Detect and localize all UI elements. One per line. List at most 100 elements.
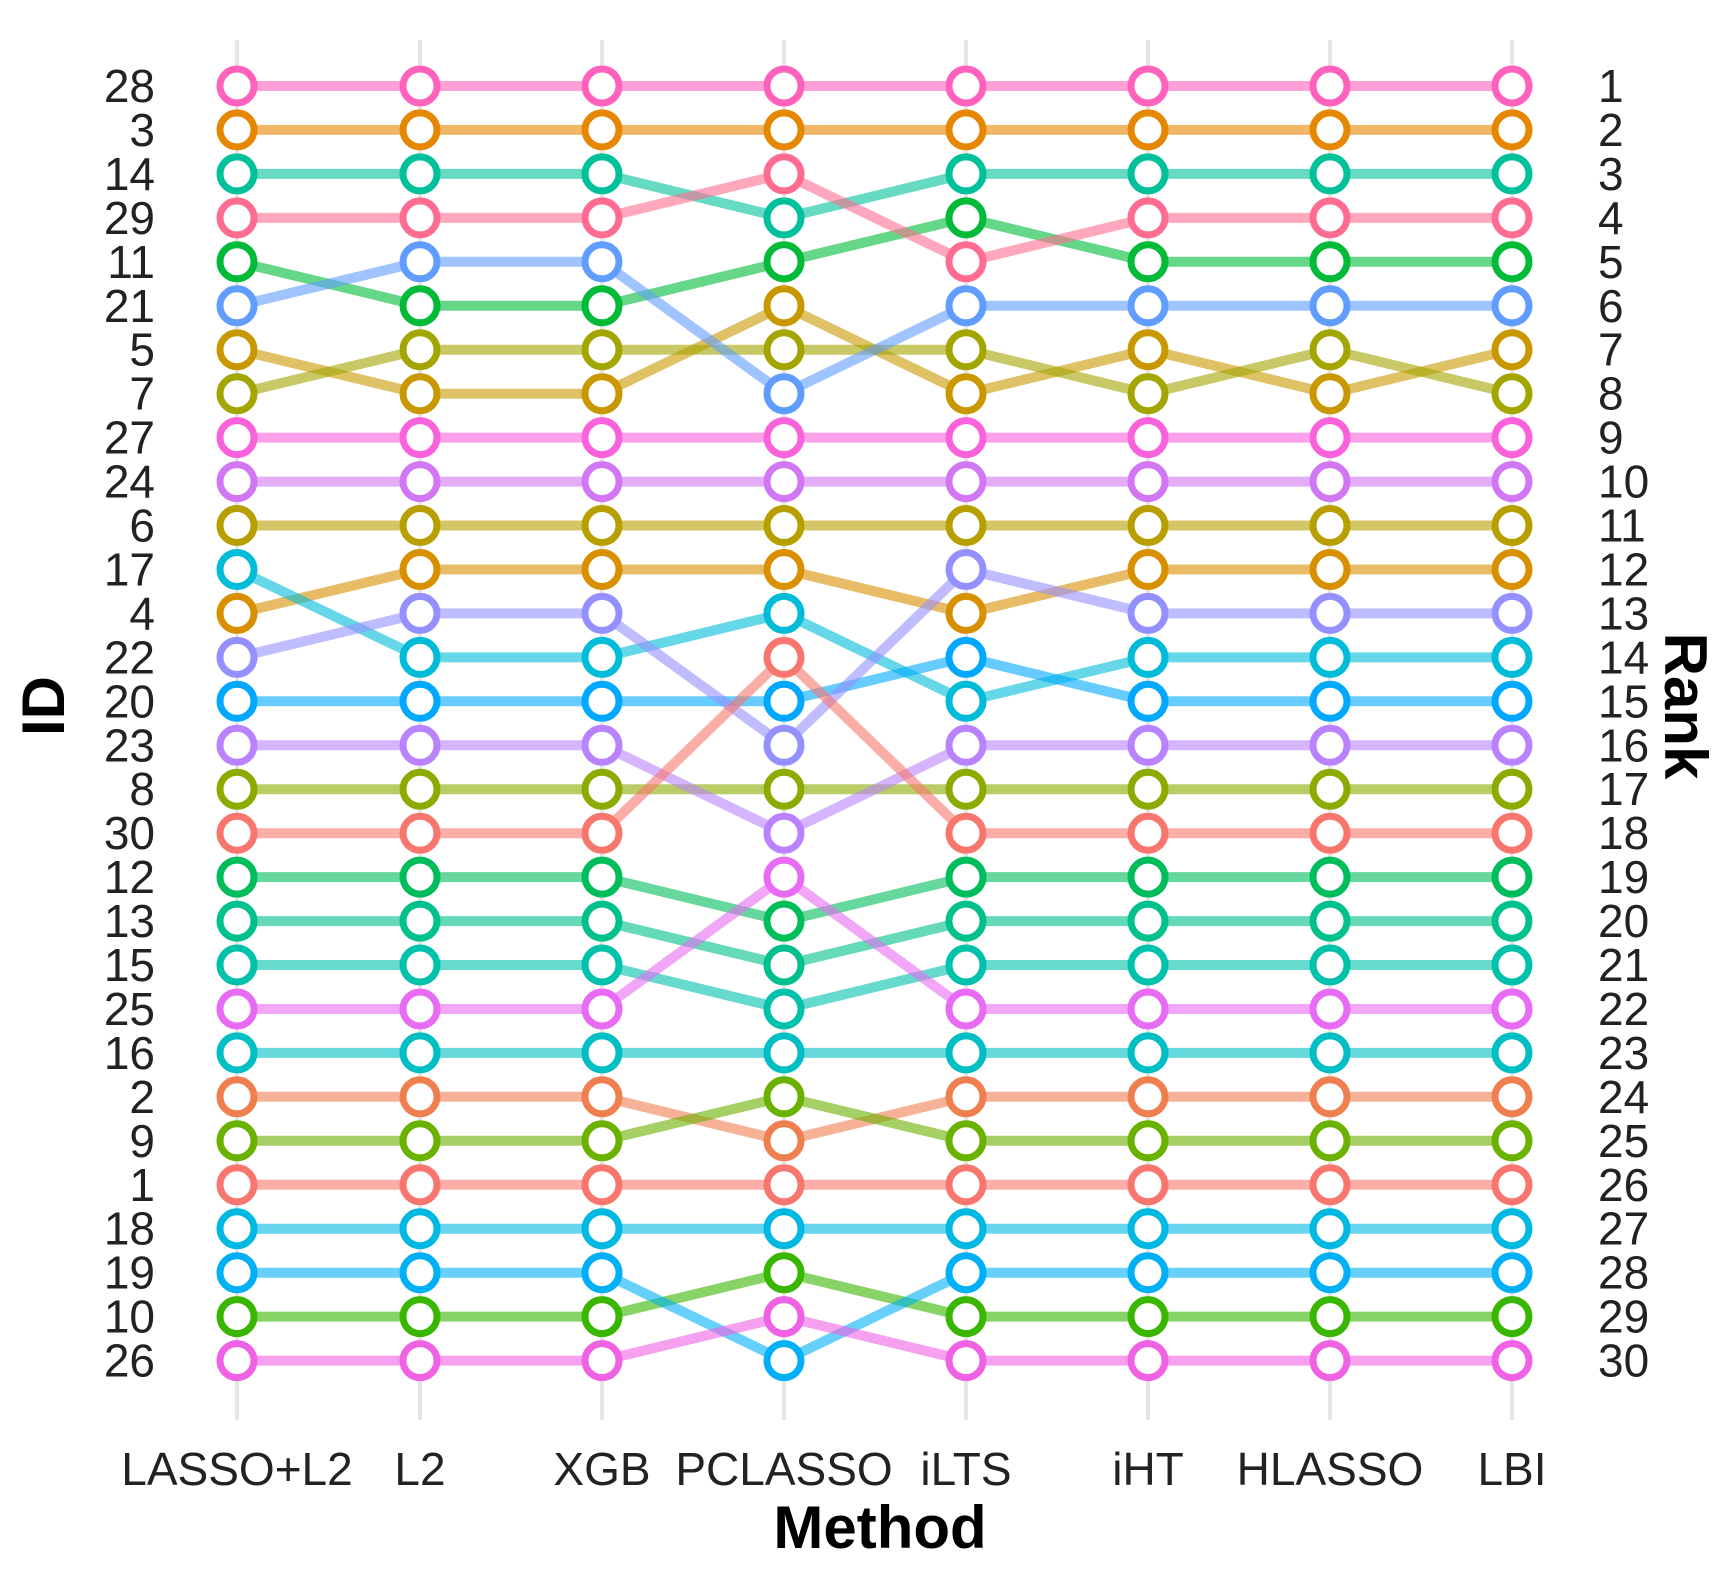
- point-id-20-L2: [399, 680, 441, 722]
- series-line-id-12: [237, 872, 1512, 927]
- point-id-22-iHT: [1127, 592, 1169, 634]
- id-tick-label: 13: [104, 895, 155, 947]
- point-id-7-LBI: [1491, 373, 1533, 415]
- point-id-12-L2: [399, 856, 441, 898]
- point-id-28-HLASSO: [1309, 65, 1351, 107]
- rank-tick-label: 22: [1598, 983, 1649, 1035]
- point-id-3-iHT: [1127, 109, 1169, 151]
- point-id-2-iLTS: [945, 1076, 987, 1118]
- point-id-7-XGB: [581, 329, 623, 371]
- point-id-24-L2: [399, 461, 441, 503]
- point-id-14-PCLASSO: [763, 197, 805, 239]
- rank-tick-labels: 1234567891011121314151617181920212223242…: [1598, 60, 1649, 1387]
- point-id-21-HLASSO: [1309, 285, 1351, 327]
- point-id-10-iLTS: [945, 1296, 987, 1338]
- point-id-28-XGB: [581, 65, 623, 107]
- point-id-23-HLASSO: [1309, 724, 1351, 766]
- point-id-24-LASSO+L2: [216, 461, 258, 503]
- y-axis-title-right: Rank: [1652, 633, 1719, 780]
- point-id-5-LBI: [1491, 329, 1533, 371]
- point-id-30-iHT: [1127, 812, 1169, 854]
- point-id-11-PCLASSO: [763, 241, 805, 283]
- point-id-16-L2: [399, 1032, 441, 1074]
- point-id-25-iLTS: [945, 988, 987, 1030]
- point-id-9-HLASSO: [1309, 1120, 1351, 1162]
- id-tick-label: 28: [104, 60, 155, 112]
- method-tick-label: iLTS: [920, 1443, 1011, 1495]
- point-id-19-LBI: [1491, 1252, 1533, 1294]
- id-tick-label: 6: [129, 500, 155, 552]
- rank-tick-label: 1: [1598, 60, 1624, 112]
- point-id-7-PCLASSO: [763, 329, 805, 371]
- point-id-22-iLTS: [945, 549, 987, 590]
- point-id-11-L2: [399, 285, 441, 327]
- id-tick-label: 20: [104, 675, 155, 727]
- point-id-17-HLASSO: [1309, 636, 1351, 678]
- point-id-3-PCLASSO: [763, 109, 805, 151]
- point-id-21-PCLASSO: [763, 373, 805, 415]
- point-id-15-iHT: [1127, 944, 1169, 986]
- point-id-21-iLTS: [945, 285, 987, 327]
- series-line-id-9: [237, 1091, 1512, 1146]
- id-tick-label: 12: [104, 851, 155, 903]
- point-id-25-PCLASSO: [763, 856, 805, 898]
- id-tick-label: 24: [104, 456, 155, 508]
- point-id-15-PCLASSO: [763, 988, 805, 1030]
- point-id-15-L2: [399, 944, 441, 986]
- point-id-27-PCLASSO: [763, 417, 805, 459]
- point-id-25-HLASSO: [1309, 988, 1351, 1030]
- id-tick-label: 25: [104, 983, 155, 1035]
- point-id-13-HLASSO: [1309, 900, 1351, 942]
- point-id-18-PCLASSO: [763, 1208, 805, 1250]
- rank-tick-label: 16: [1598, 719, 1649, 771]
- id-tick-label: 30: [104, 807, 155, 859]
- point-id-20-LBI: [1491, 680, 1533, 722]
- point-id-18-L2: [399, 1208, 441, 1250]
- id-tick-label: 18: [104, 1203, 155, 1255]
- point-id-9-iHT: [1127, 1120, 1169, 1162]
- rank-tick-label: 11: [1598, 500, 1646, 552]
- series-line-id-22: [235, 564, 1512, 751]
- point-id-2-LBI: [1491, 1076, 1533, 1118]
- point-id-25-XGB: [581, 988, 623, 1030]
- point-id-11-XGB: [581, 285, 623, 327]
- point-id-16-HLASSO: [1309, 1032, 1351, 1074]
- point-id-19-PCLASSO: [763, 1340, 805, 1382]
- point-id-16-LBI: [1491, 1032, 1533, 1074]
- id-tick-label: 3: [129, 104, 155, 156]
- series-line-id-15: [237, 960, 1512, 1014]
- point-id-20-PCLASSO: [763, 680, 805, 722]
- id-tick-label: 22: [104, 631, 155, 683]
- point-id-9-PCLASSO: [763, 1076, 805, 1118]
- point-id-28-PCLASSO: [763, 65, 805, 107]
- id-tick-label: 11: [107, 236, 155, 288]
- point-id-7-HLASSO: [1309, 329, 1351, 371]
- point-id-22-LASSO+L2: [216, 636, 258, 678]
- id-tick-label: 21: [104, 280, 155, 332]
- point-id-2-XGB: [581, 1076, 623, 1118]
- point-id-21-iHT: [1127, 285, 1169, 327]
- point-id-17-iHT: [1127, 636, 1169, 678]
- method-tick-label: LASSO+L2: [121, 1443, 352, 1495]
- series-line-id-20: [237, 652, 1512, 707]
- point-id-27-XGB: [581, 417, 623, 459]
- point-id-7-iLTS: [945, 329, 987, 371]
- point-id-18-LASSO+L2: [216, 1208, 258, 1250]
- point-id-22-PCLASSO: [763, 724, 805, 766]
- point-id-11-HLASSO: [1309, 241, 1351, 283]
- series-line-id-11: [235, 212, 1512, 311]
- point-id-10-iHT: [1127, 1296, 1169, 1338]
- point-id-19-L2: [399, 1252, 441, 1294]
- point-id-25-LBI: [1491, 988, 1533, 1030]
- id-tick-labels: 2831429112157272461742220238301213152516…: [104, 60, 155, 1387]
- point-id-22-HLASSO: [1309, 592, 1351, 634]
- point-id-10-PCLASSO: [763, 1252, 805, 1294]
- rank-tick-label: 17: [1598, 763, 1649, 815]
- method-tick-label: PCLASSO: [675, 1443, 892, 1495]
- point-id-17-L2: [399, 636, 441, 678]
- point-id-23-LASSO+L2: [216, 724, 258, 766]
- point-id-30-XGB: [581, 812, 623, 854]
- point-id-18-LBI: [1491, 1208, 1533, 1250]
- point-id-29-LBI: [1491, 197, 1533, 239]
- id-tick-label: 7: [129, 368, 155, 420]
